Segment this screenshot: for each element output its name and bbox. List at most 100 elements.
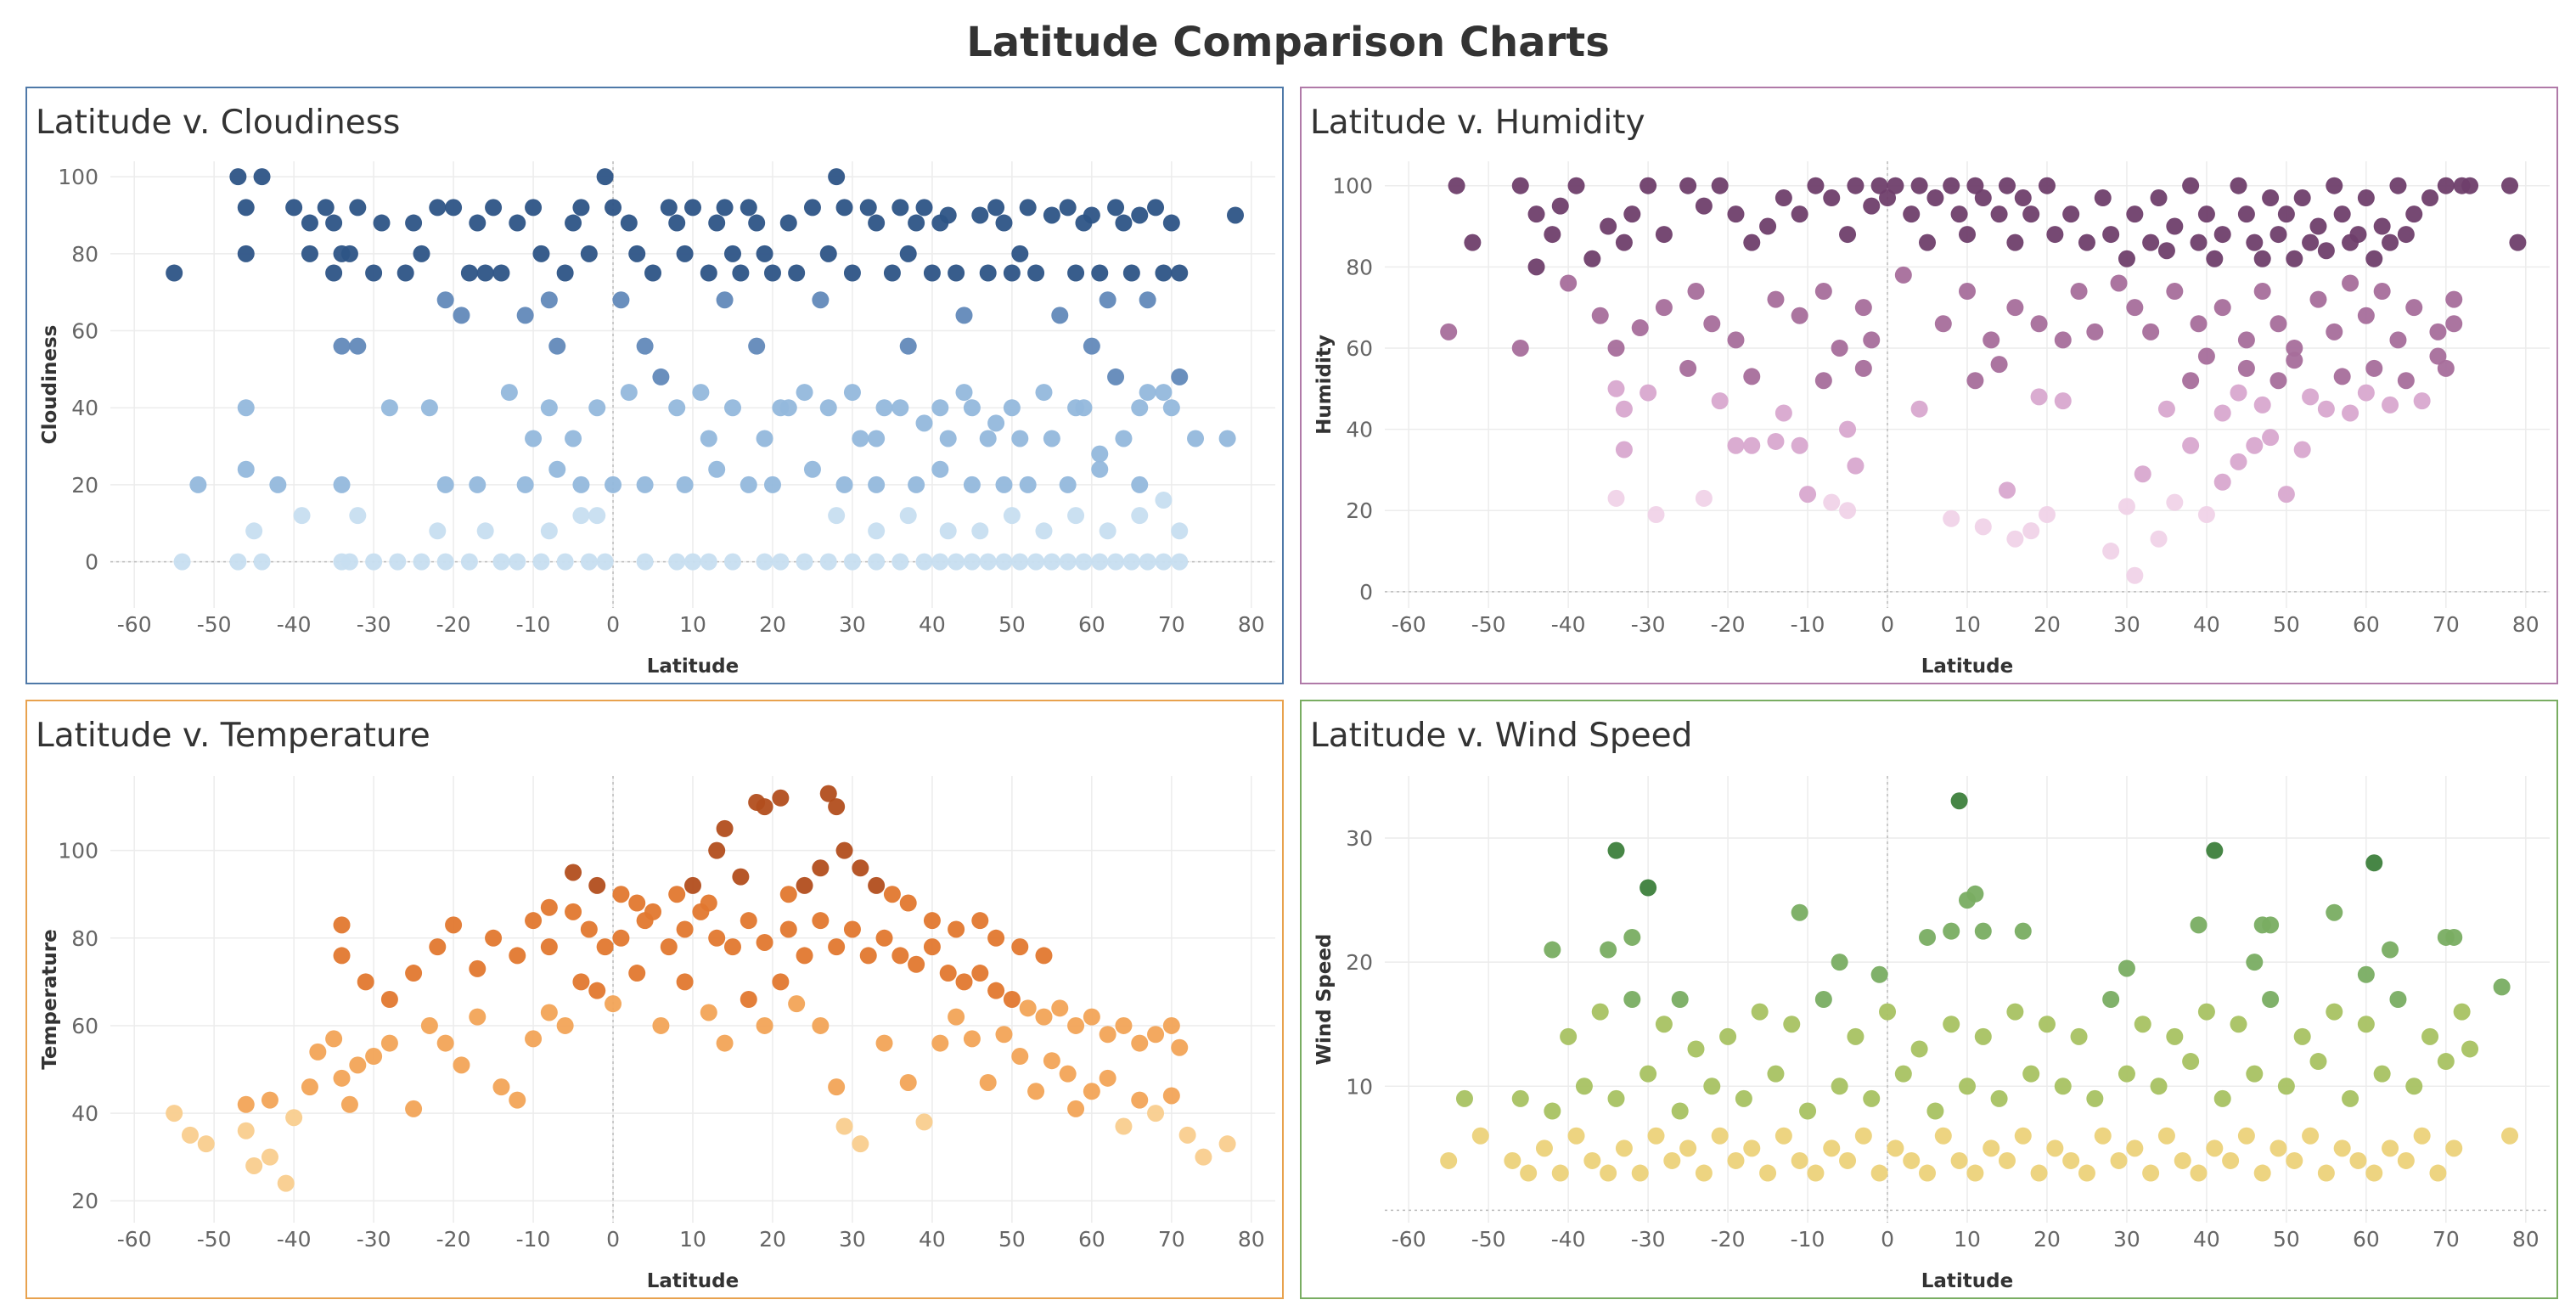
scatter-point	[485, 929, 503, 947]
scatter-point	[2237, 359, 2255, 377]
scatter-point	[868, 214, 886, 232]
scatter-point	[1791, 1151, 1808, 1169]
scatter-point	[1974, 518, 1992, 536]
scatter-point	[2437, 359, 2455, 377]
scatter-point	[2246, 954, 2264, 971]
scatter-point	[660, 938, 678, 956]
scatter-point	[1950, 792, 1968, 810]
scatter-point	[835, 199, 853, 217]
scatter-point	[883, 264, 901, 282]
scatter-point	[2253, 396, 2271, 414]
x-tick-label: -40	[277, 612, 312, 637]
scatter-point	[708, 841, 726, 859]
scatter-point	[2134, 465, 2151, 483]
scatter-point	[796, 876, 813, 894]
scatter-point	[1695, 489, 1713, 507]
scatter-point	[1091, 460, 1109, 478]
scatter-point	[668, 214, 686, 232]
scatter-point	[1926, 1102, 1944, 1120]
x-tick-label: 40	[2193, 612, 2220, 637]
scatter-point	[1863, 197, 1881, 215]
scatter-point	[868, 876, 886, 894]
scatter-point	[469, 214, 487, 232]
scatter-point	[1011, 938, 1029, 956]
scatter-point	[2150, 1077, 2168, 1095]
scatter-point	[1966, 1164, 1984, 1182]
scatter-point	[596, 553, 614, 571]
scatter-point	[525, 430, 543, 447]
scatter-point	[2110, 1151, 2128, 1169]
scatter-point	[779, 214, 797, 232]
scatter-point	[1950, 205, 1968, 223]
scatter-point	[2286, 339, 2303, 357]
scatter-point	[908, 955, 925, 973]
scatter-point	[445, 199, 463, 217]
scatter-point	[668, 886, 686, 903]
scatter-point	[166, 264, 183, 282]
scatter-point	[2302, 388, 2320, 406]
y-tick-label: 60	[1346, 336, 1373, 361]
x-tick-label: -30	[357, 1227, 391, 1252]
scatter-point	[852, 1135, 869, 1153]
scatter-point	[605, 995, 622, 1013]
scatter-point	[2182, 436, 2200, 454]
scatter-point	[2509, 234, 2527, 251]
scatter-point	[596, 168, 614, 186]
scatter-point	[1155, 264, 1173, 282]
scatter-point	[453, 1056, 470, 1074]
scatter-point	[1655, 226, 1673, 244]
scatter-point	[1943, 1016, 1960, 1033]
scatter-point	[1703, 315, 1721, 333]
scatter-point	[2213, 404, 2231, 422]
scatter-point	[700, 430, 717, 447]
scatter-point	[971, 965, 989, 982]
scatter-point	[1131, 206, 1149, 224]
scatter-point	[1607, 380, 1625, 397]
x-tick-label: 0	[1881, 1227, 1894, 1252]
scatter-point	[2038, 506, 2056, 524]
scatter-point	[1099, 1026, 1116, 1044]
scatter-point	[628, 245, 646, 262]
scatter-point	[245, 522, 263, 540]
scatter-point	[2342, 274, 2359, 292]
temperature-panel: Latitude v. Temperature -60 -50 -40 -30 -20-…	[25, 700, 1284, 1299]
scatter-point	[756, 1016, 773, 1034]
scatter-point	[2357, 307, 2375, 324]
x-tick-label: 80	[1238, 612, 1265, 637]
scatter-point	[340, 1095, 358, 1113]
scatter-point	[2102, 543, 2120, 560]
scatter-point	[2286, 352, 2303, 369]
scatter-point	[525, 1030, 543, 1048]
x-tick-label: 60	[2353, 612, 2380, 637]
scatter-point	[812, 912, 830, 930]
scatter-point	[1679, 1139, 1697, 1157]
scatter-point	[1083, 1008, 1100, 1026]
scatter-point	[2110, 274, 2128, 292]
scatter-point	[572, 199, 590, 217]
scatter-point	[899, 337, 917, 355]
scatter-point	[2333, 1139, 2351, 1157]
y-tick-label: 20	[71, 473, 98, 498]
scatter-point	[979, 264, 997, 282]
scatter-point	[828, 168, 846, 186]
scatter-point	[788, 264, 806, 282]
scatter-point	[756, 933, 773, 951]
scatter-point	[708, 460, 726, 478]
scatter-point	[1600, 1164, 1617, 1182]
scatter-point	[708, 929, 726, 947]
scatter-point	[253, 168, 271, 186]
scatter-point	[620, 214, 638, 232]
scatter-point	[2389, 991, 2407, 1008]
scatter-point	[1171, 1038, 1189, 1056]
scatter-point	[469, 959, 487, 977]
scatter-point	[509, 553, 526, 571]
scatter-point	[2166, 217, 2184, 235]
scatter-point	[1863, 331, 1881, 349]
scatter-point	[1607, 339, 1625, 357]
humidity-scatter-plot: -60 -50 -40 -30 -20 -10 0 10 20 30 40 50 60 70 80 0 20 40…	[1313, 161, 2550, 678]
scatter-point	[948, 1008, 965, 1026]
scatter-point	[1162, 399, 1180, 417]
scatter-point	[1139, 291, 1156, 309]
scatter-point	[516, 475, 534, 493]
scatter-point	[1131, 1034, 1149, 1052]
